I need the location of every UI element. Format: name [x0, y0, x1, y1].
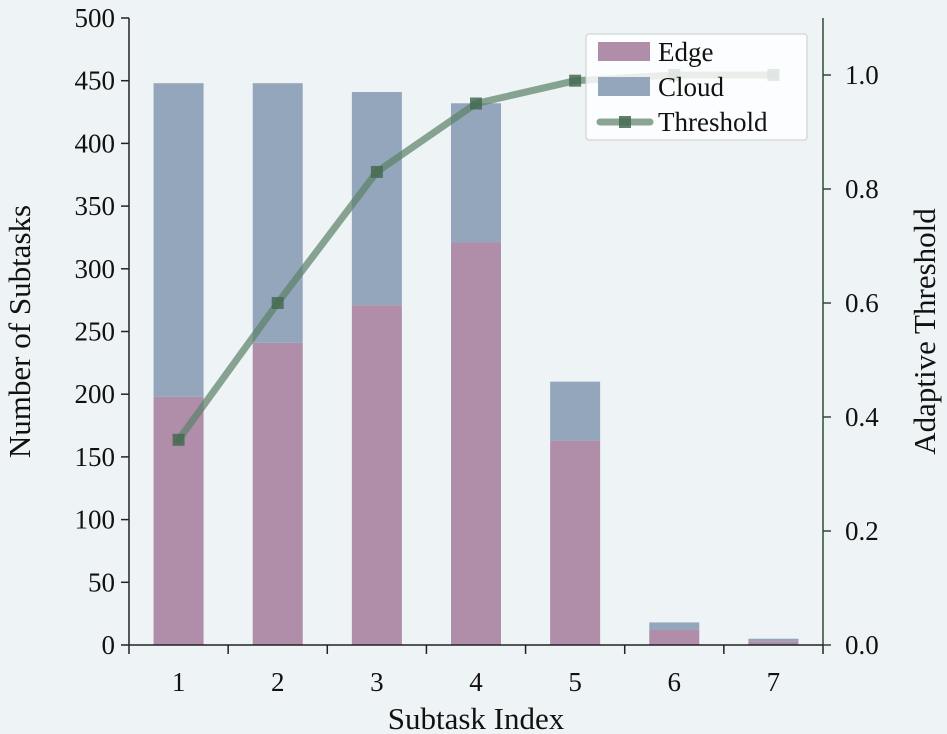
- x-tick-label: 1: [172, 667, 186, 697]
- threshold-point-4: [470, 97, 482, 110]
- bar-edge-2: [252, 342, 303, 645]
- y-axis-title: Number of Subtasks: [2, 205, 37, 458]
- threshold-point-3: [370, 165, 383, 178]
- y-tick-label: 400: [75, 128, 116, 158]
- legend-swatch-edge: [598, 42, 650, 61]
- x-tick-label: 3: [370, 667, 384, 697]
- bar-edge-4: [451, 242, 501, 645]
- y-tick-label: 450: [75, 66, 116, 96]
- y2-tick-label: 0.6: [845, 288, 879, 318]
- x-tick-label: 2: [271, 667, 285, 697]
- bar-cloud-7: [748, 638, 799, 642]
- y-tick-label: 500: [75, 3, 116, 33]
- legend-swatch-cloud: [598, 77, 650, 96]
- bar-cloud-1: [153, 83, 204, 397]
- x-tick-label: 6: [668, 667, 682, 697]
- y-tick-label: 250: [75, 317, 116, 347]
- y-tick-label: 0: [102, 630, 116, 660]
- bar-cloud-6: [649, 622, 700, 630]
- threshold-point-2: [271, 297, 284, 309]
- y2-tick-label: 0.0: [845, 630, 879, 660]
- y-tick-label: 200: [75, 379, 116, 409]
- bar-cloud-5: [550, 381, 601, 441]
- bar-edge-6: [649, 629, 700, 645]
- y-tick-label: 150: [75, 442, 116, 472]
- threshold-point-1: [172, 433, 185, 446]
- y-tick-label: 350: [75, 191, 116, 221]
- bar-cloud-4: [451, 103, 501, 243]
- bar-edge-7: [748, 641, 799, 645]
- threshold-point-5: [569, 74, 582, 87]
- y2-tick-label: 1.0: [845, 60, 879, 90]
- y2-tick-label: 0.4: [845, 402, 879, 432]
- y-tick-label: 50: [88, 567, 115, 597]
- y2-tick-label: 0.8: [845, 174, 879, 204]
- y2-tick-label: 0.2: [845, 516, 879, 546]
- legend-label-edge: Edge: [658, 37, 713, 67]
- legend-label-threshold: Threshold: [658, 107, 768, 137]
- y-tick-label: 100: [75, 505, 116, 535]
- y-tick-label: 300: [75, 254, 116, 284]
- x-tick-label: 7: [767, 667, 781, 697]
- y2-axis-title: Adaptive Threshold: [907, 208, 942, 455]
- legend-label-cloud: Cloud: [658, 72, 725, 102]
- x-tick-label: 4: [469, 667, 483, 697]
- x-axis-title: Subtask Index: [388, 701, 565, 734]
- bar-edge-3: [351, 305, 402, 645]
- x-tick-label: 5: [568, 667, 582, 697]
- legend-marker-threshold: [619, 116, 631, 128]
- bar-edge-5: [550, 440, 601, 645]
